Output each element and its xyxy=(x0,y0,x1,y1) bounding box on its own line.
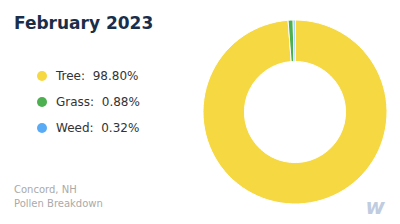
legend-label: Tree: 98.80% xyxy=(55,69,138,83)
subtitle: Concord, NH xyxy=(14,184,77,195)
legend-swatch xyxy=(37,97,47,107)
slice xyxy=(203,20,387,204)
legend-label: Grass: 0.88% xyxy=(56,95,140,109)
subtitle: Pollen Breakdown xyxy=(14,198,103,209)
legend-swatch xyxy=(37,123,47,133)
legend-swatch xyxy=(37,71,47,81)
legend: Tree: 98.80% Grass: 0.88% Weed: 0.32% xyxy=(37,69,140,135)
legend-label: Weed: 0.32% xyxy=(56,121,139,135)
chart: February 2023 Tree: 98.80% Grass: 0.88% Wee… xyxy=(0,0,400,224)
title: February 2023 xyxy=(14,13,153,33)
watermark: w xyxy=(366,195,386,219)
slice xyxy=(293,20,295,61)
donut xyxy=(203,20,387,204)
